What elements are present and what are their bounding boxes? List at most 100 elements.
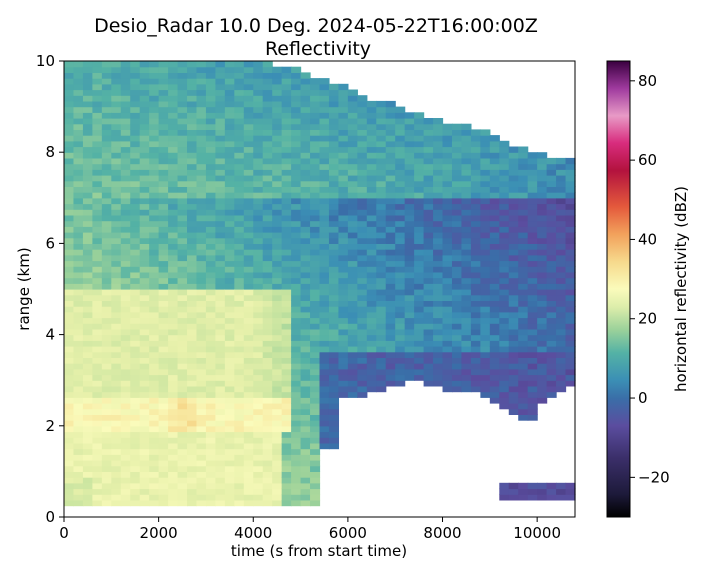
heatmap-cell bbox=[527, 328, 538, 336]
heatmap-cell bbox=[404, 192, 415, 199]
heatmap-cell bbox=[215, 328, 226, 336]
heatmap-cell bbox=[187, 460, 198, 467]
heatmap-cell bbox=[101, 477, 112, 484]
heatmap-cell bbox=[196, 431, 207, 438]
heatmap-cell bbox=[366, 112, 377, 119]
heatmap-cell bbox=[187, 140, 198, 148]
heatmap-cell bbox=[537, 488, 548, 495]
heatmap-cell bbox=[101, 232, 112, 239]
heatmap-cell bbox=[537, 306, 548, 313]
heatmap-cell bbox=[101, 78, 112, 85]
heatmap-cell bbox=[73, 425, 84, 433]
heatmap-cell bbox=[281, 72, 292, 79]
heatmap-cell bbox=[395, 226, 406, 233]
heatmap-cell bbox=[92, 61, 103, 68]
heatmap-cell bbox=[461, 266, 472, 273]
heatmap-cell bbox=[376, 129, 387, 136]
heatmap-cell bbox=[319, 289, 330, 296]
heatmap-cell bbox=[527, 363, 538, 370]
heatmap-cell bbox=[120, 83, 131, 91]
heatmap-cell bbox=[196, 283, 207, 290]
heatmap-cell bbox=[158, 448, 169, 455]
heatmap-cell bbox=[149, 180, 160, 187]
heatmap-cell bbox=[310, 106, 321, 113]
heatmap-cell bbox=[149, 289, 160, 296]
heatmap-cell bbox=[215, 323, 226, 330]
heatmap-cell bbox=[518, 385, 529, 393]
heatmap-cell bbox=[357, 271, 368, 279]
heatmap-cell bbox=[489, 140, 500, 148]
heatmap-cell bbox=[385, 237, 396, 244]
heatmap-cell bbox=[376, 357, 387, 364]
heatmap-cell bbox=[508, 266, 519, 273]
heatmap-cell bbox=[347, 89, 358, 96]
heatmap-cell bbox=[442, 226, 453, 233]
heatmap-cell bbox=[120, 448, 131, 455]
heatmap-cell bbox=[149, 334, 160, 341]
heatmap-cell bbox=[291, 140, 302, 148]
heatmap-cell bbox=[73, 192, 84, 199]
heatmap-cell bbox=[73, 78, 84, 85]
heatmap-cell bbox=[82, 266, 93, 273]
heatmap-cell bbox=[565, 203, 576, 210]
heatmap-cell bbox=[130, 482, 141, 490]
heatmap-cell bbox=[262, 323, 273, 330]
heatmap-cell bbox=[414, 334, 425, 341]
heatmap-cell bbox=[130, 397, 141, 404]
heatmap-cell bbox=[385, 283, 396, 290]
heatmap-cell bbox=[404, 254, 415, 262]
heatmap-cell bbox=[451, 163, 463, 170]
heatmap-cell bbox=[451, 300, 463, 307]
heatmap-cell bbox=[196, 140, 207, 148]
heatmap-cell bbox=[357, 163, 368, 170]
heatmap-cell bbox=[376, 214, 387, 222]
heatmap-cell bbox=[130, 78, 141, 85]
heatmap-cell bbox=[385, 271, 396, 279]
heatmap-cell bbox=[451, 266, 463, 273]
heatmap-cell bbox=[101, 311, 112, 319]
heatmap-cell bbox=[205, 306, 216, 313]
heatmap-cell bbox=[319, 89, 330, 96]
heatmap-cell bbox=[224, 89, 235, 96]
heatmap-cell bbox=[130, 157, 141, 165]
heatmap-cell bbox=[82, 294, 93, 301]
heatmap-cell bbox=[338, 192, 349, 199]
heatmap-cell bbox=[499, 482, 510, 490]
heatmap-cell bbox=[470, 351, 481, 358]
heatmap-cell bbox=[139, 414, 150, 421]
heatmap-cell bbox=[300, 391, 311, 398]
heatmap-cell bbox=[168, 403, 179, 410]
heatmap-cell bbox=[111, 499, 122, 507]
heatmap-cell bbox=[546, 482, 557, 490]
heatmap-cell bbox=[272, 83, 283, 91]
heatmap-cell bbox=[319, 243, 330, 250]
heatmap-cell bbox=[101, 152, 112, 159]
heatmap-cell bbox=[300, 146, 311, 153]
heatmap-cell bbox=[281, 380, 292, 387]
heatmap-cell bbox=[196, 397, 207, 404]
heatmap-cell bbox=[338, 232, 349, 239]
heatmap-cell bbox=[149, 403, 160, 410]
heatmap-cell bbox=[357, 283, 368, 290]
heatmap-cell bbox=[319, 157, 330, 165]
heatmap-cell bbox=[234, 425, 245, 433]
heatmap-cell bbox=[262, 180, 273, 187]
heatmap-cell bbox=[328, 175, 340, 182]
heatmap-cell bbox=[187, 163, 198, 170]
heatmap-cell bbox=[82, 197, 93, 205]
heatmap-cell bbox=[300, 89, 311, 96]
heatmap-cell bbox=[442, 249, 453, 256]
heatmap-cell bbox=[177, 454, 188, 461]
heatmap-cell bbox=[480, 146, 491, 153]
heatmap-cell bbox=[319, 83, 330, 91]
heatmap-cell bbox=[224, 83, 235, 91]
heatmap-cell bbox=[73, 237, 84, 244]
heatmap-cell bbox=[423, 197, 434, 205]
heatmap-cell bbox=[215, 220, 226, 227]
heatmap-cell bbox=[565, 380, 576, 387]
heatmap-cell bbox=[92, 83, 103, 91]
heatmap-cell bbox=[414, 277, 425, 284]
heatmap-cell bbox=[272, 477, 283, 484]
heatmap-cell bbox=[139, 477, 150, 484]
